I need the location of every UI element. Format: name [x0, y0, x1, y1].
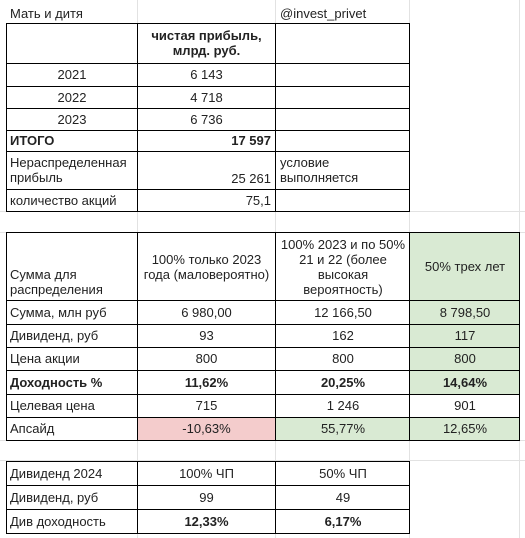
profit-cell[interactable]: 6 736: [190, 111, 223, 127]
div-yield-label[interactable]: Див доходность: [10, 513, 106, 529]
div-yield-value-1[interactable]: 12,33%: [184, 513, 229, 529]
dividend-2024-label[interactable]: Дивиденд 2024: [10, 466, 103, 481]
distribution-label[interactable]: Сумма для распределения: [10, 267, 103, 297]
upside-value-3[interactable]: 12,65%: [410, 417, 520, 440]
row-label-yield[interactable]: Доходность %: [10, 374, 103, 390]
yield-value-3[interactable]: 14,64%: [410, 370, 520, 394]
dividend-value-2[interactable]: 162: [332, 328, 354, 343]
channel-name[interactable]: @invest_privet: [280, 5, 367, 21]
year-cell[interactable]: 2021: [57, 67, 87, 82]
condition-text[interactable]: условие выполняется: [280, 155, 359, 185]
row-label-price[interactable]: Цена акции: [10, 351, 80, 366]
dividend-2024-value-1[interactable]: 99: [199, 489, 214, 505]
yield-value-1[interactable]: 11,62%: [184, 374, 229, 390]
sum-value-3[interactable]: 8 798,50: [410, 300, 520, 324]
dividend-2024-value-2[interactable]: 49: [335, 489, 351, 505]
profit-cell[interactable]: 4 718: [190, 89, 223, 105]
shares-label[interactable]: количество акций: [10, 192, 117, 208]
scenario-header-1[interactable]: 100% только 2023 года (маловероятно): [143, 251, 270, 282]
target-value-3[interactable]: 901: [454, 398, 476, 413]
retained-profit-value[interactable]: 25 261: [231, 171, 271, 186]
shares-value[interactable]: 75,1: [245, 192, 271, 208]
sum-value-2[interactable]: 12 166,50: [314, 304, 372, 320]
scenario-header-2[interactable]: 100% 2023 и по 50% 21 и 22 (более высока…: [280, 236, 406, 297]
price-value-2[interactable]: 800: [332, 351, 354, 366]
div-yield-value-2[interactable]: 6,17%: [324, 513, 362, 529]
row-label-upside[interactable]: Апсайд: [10, 421, 55, 436]
total-value[interactable]: 17 597: [231, 133, 271, 148]
yield-value-2[interactable]: 20,25%: [320, 374, 366, 390]
profit-header[interactable]: чистая прибыль, млрд. руб.: [151, 28, 262, 58]
company-name[interactable]: Мать и дитя: [10, 5, 83, 21]
year-cell[interactable]: 2022: [57, 89, 87, 105]
dividend-2024-header-2[interactable]: 50% ЧП: [319, 466, 367, 481]
year-cell[interactable]: 2023: [57, 111, 87, 127]
total-label[interactable]: ИТОГО: [10, 133, 55, 148]
row-label-target[interactable]: Целевая цена: [10, 398, 95, 413]
scenario-header-3[interactable]: 50% трех лет: [410, 233, 520, 300]
dividend-value-1[interactable]: 93: [199, 328, 214, 343]
target-value-2[interactable]: 1 246: [326, 398, 360, 413]
upside-value-2[interactable]: 55,77%: [276, 417, 410, 440]
price-value-3[interactable]: 800: [410, 347, 520, 370]
profit-cell[interactable]: 6 143: [190, 67, 223, 82]
sum-value-1[interactable]: 6 980,00: [181, 304, 232, 320]
upside-value-1[interactable]: -10,63%: [138, 417, 275, 440]
row-label-sum[interactable]: Сумма, млн руб: [10, 304, 107, 320]
dividend-2024-row-label[interactable]: Дивиденд, руб: [10, 489, 99, 505]
dividend-value-3[interactable]: 117: [410, 324, 520, 347]
row-label-dividend[interactable]: Дивиденд, руб: [10, 328, 99, 343]
price-value-1[interactable]: 800: [195, 351, 218, 366]
dividend-2024-header-1[interactable]: 100% ЧП: [179, 466, 234, 481]
retained-profit-label[interactable]: Нераспределенная прибыль: [10, 155, 127, 185]
target-value-1[interactable]: 715: [195, 398, 218, 413]
